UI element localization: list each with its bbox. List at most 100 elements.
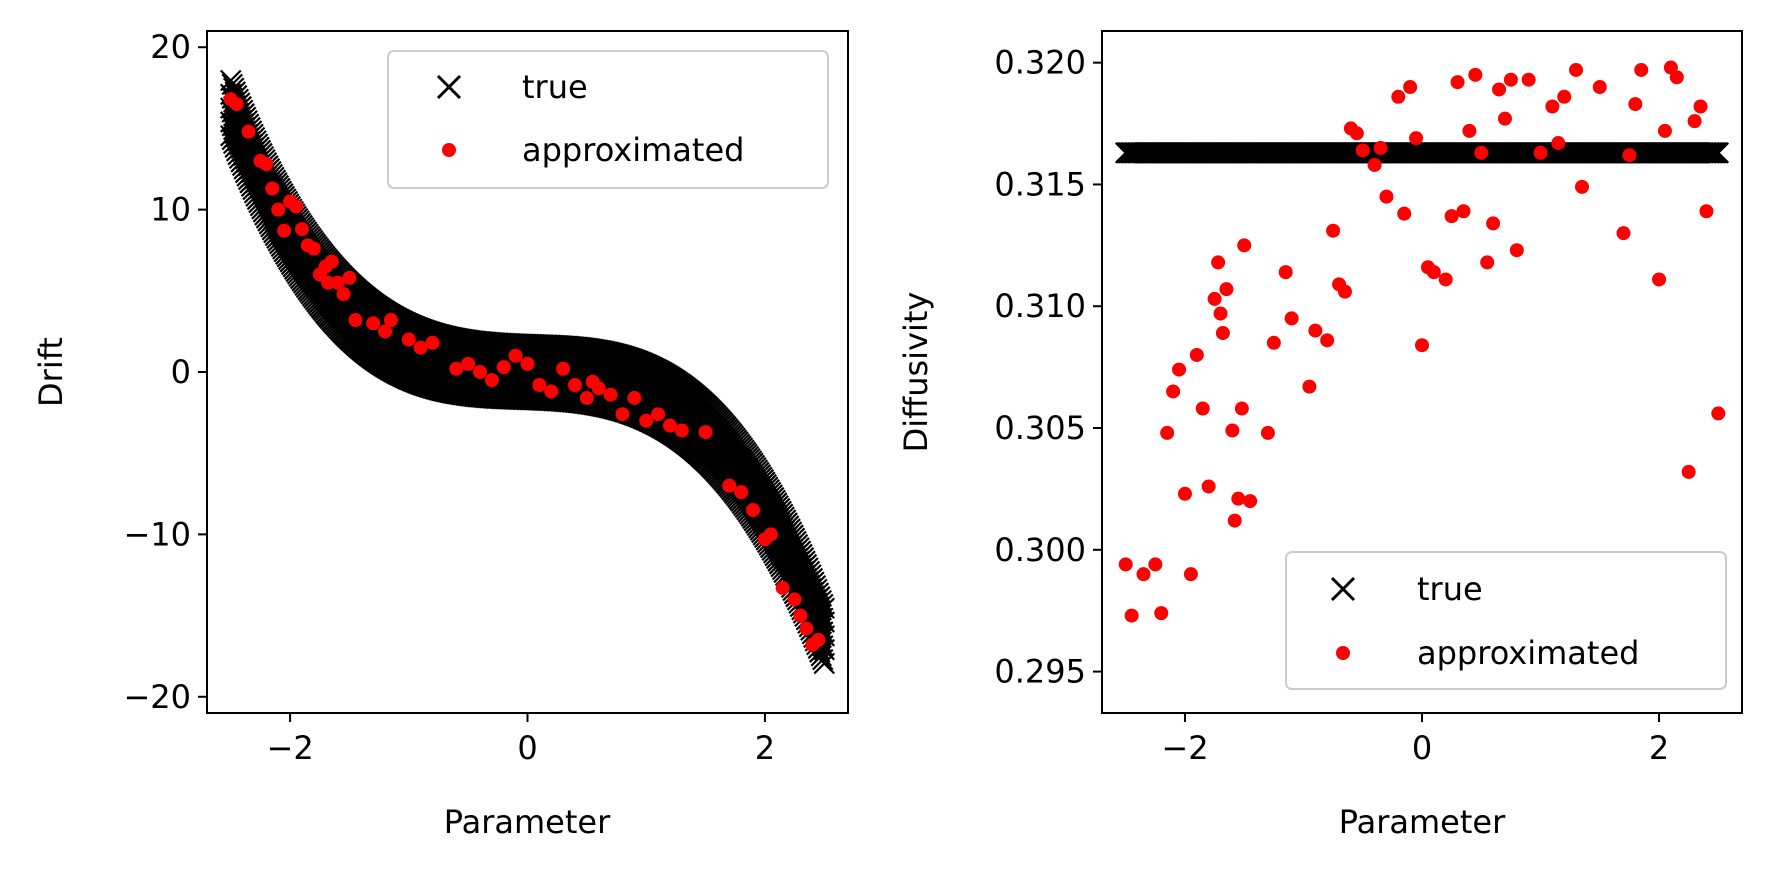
- diffusivity-approximated-point: [1438, 272, 1453, 287]
- diffusivity-approximated-point: [1227, 513, 1242, 528]
- diffusivity-y-tick-label: 0.300: [994, 531, 1086, 569]
- diffusivity-approximated-point: [1557, 89, 1572, 104]
- drift-x-tick-label: −2: [267, 729, 314, 767]
- drift-approximated-point: [591, 381, 606, 396]
- drift-approximated-point: [532, 377, 547, 392]
- diffusivity-approximated-point: [1628, 97, 1643, 112]
- diffusivity-approximated-point: [1397, 206, 1412, 221]
- drift-approximated-point: [698, 425, 713, 440]
- diffusivity-approximated-point: [1426, 265, 1441, 280]
- drift-approximated-point: [473, 365, 488, 379]
- diffusivity-legend-approximated-marker: [1336, 646, 1350, 660]
- drift-approximated-point: [520, 356, 535, 371]
- diffusivity-approximated-point: [1260, 425, 1275, 440]
- drift-approximated-point: [734, 485, 749, 500]
- diffusivity-legend-approximated-label: approximated: [1417, 634, 1639, 672]
- drift-approximated-point: [306, 241, 321, 256]
- diffusivity-approximated-point: [1219, 282, 1234, 297]
- diffusivity-approximated-point: [1201, 479, 1216, 494]
- diffusivity-approximated-point: [1497, 111, 1512, 126]
- drift-approximated-point: [508, 348, 523, 363]
- drift-approximated-point: [348, 313, 363, 328]
- drift-y-tick-label: 20: [150, 28, 191, 66]
- diffusivity-approximated-point: [1234, 401, 1249, 416]
- diffusivity-approximated-point: [1474, 145, 1489, 160]
- diffusivity-approximated-point: [1379, 189, 1394, 204]
- diffusivity-approximated-point: [1166, 384, 1181, 399]
- drift-x-tick-label: 2: [755, 729, 775, 767]
- drift-approximated-point: [401, 332, 416, 347]
- diffusivity-approximated-point: [1634, 62, 1649, 77]
- drift-true-marker: [219, 69, 242, 92]
- diffusivity-approximated-point: [1337, 284, 1352, 299]
- drift-approximated-point: [461, 356, 476, 371]
- drift-approximated-point: [383, 313, 398, 328]
- diffusivity-x-tick-label: 2: [1649, 729, 1669, 767]
- drift-approximated-point: [425, 335, 440, 350]
- diffusivity-approximated-point: [1326, 223, 1341, 238]
- drift-approximated-point: [259, 157, 274, 172]
- drift-x-axis-label: Parameter: [444, 803, 611, 841]
- drift-y-tick-label: 0: [171, 353, 191, 391]
- diffusivity-approximated-point: [1592, 80, 1607, 95]
- drift-approximated-point: [763, 527, 778, 542]
- drift-approximated-point: [651, 407, 666, 422]
- drift-approximated-point: [615, 407, 630, 422]
- diffusivity-approximated-point: [1118, 557, 1133, 572]
- diffusivity-approximated-point: [1172, 362, 1187, 377]
- diffusivity-legend: true approximated: [1285, 551, 1727, 690]
- diffusivity-approximated-point: [1403, 80, 1418, 95]
- diffusivity-approximated-point: [1349, 126, 1364, 141]
- drift-approximated-point: [271, 202, 286, 217]
- drift-approximated-point: [484, 373, 499, 388]
- diffusivity-approximated-point: [1409, 131, 1424, 146]
- diffusivity-approximated-point: [1124, 608, 1139, 623]
- diffusivity-approximated-point: [1231, 491, 1246, 506]
- diffusivity-approximated-point: [1237, 238, 1252, 253]
- drift-true-marker: [221, 73, 244, 96]
- drift-approximated-point: [336, 287, 351, 302]
- diffusivity-approximated-point: [1533, 145, 1548, 160]
- drift-approximated-point: [277, 223, 292, 238]
- diffusivity-approximated-point: [1148, 557, 1163, 572]
- diffusivity-approximated-point: [1456, 204, 1471, 219]
- drift-legend-approximated-label: approximated: [522, 131, 744, 169]
- diffusivity-approximated-point: [1450, 75, 1465, 90]
- drift-legend: true approximated: [387, 50, 829, 189]
- drift-approximated-point: [342, 270, 357, 285]
- diffusivity-approximated-point: [1711, 406, 1726, 421]
- diffusivity-approximated-point: [1669, 70, 1684, 85]
- diffusivity-x-tick-label: −2: [1161, 729, 1208, 767]
- drift-approximated-point: [674, 423, 689, 438]
- drift-y-tick-label: 10: [150, 191, 191, 229]
- drift-x-tick-label: 0: [517, 729, 537, 767]
- diffusivity-approximated-point: [1699, 204, 1714, 219]
- diffusivity-approximated-point: [1367, 157, 1382, 172]
- drift-approximated-point: [793, 608, 808, 623]
- drift-approximated-point: [811, 632, 826, 647]
- diffusivity-approximated-point: [1480, 255, 1495, 270]
- diffusivity-approximated-point: [1302, 379, 1317, 394]
- diffusivity-y-tick-label: 0.315: [994, 165, 1086, 203]
- diffusivity-approximated-point: [1468, 67, 1483, 82]
- diffusivity-approximated-point: [1160, 425, 1175, 440]
- drift-approximated-point: [241, 124, 256, 139]
- diffusivity-approximated-point: [1569, 62, 1584, 77]
- diffusivity-approximated-point: [1486, 216, 1501, 231]
- diffusivity-approximated-point: [1391, 89, 1406, 104]
- drift-approximated-point: [324, 254, 339, 269]
- diffusivity-y-tick-label: 0.310: [994, 287, 1086, 325]
- drift-approximated-point: [627, 390, 642, 405]
- diffusivity-approximated-point: [1213, 306, 1228, 321]
- diffusivity-approximated-point: [1308, 323, 1323, 338]
- diffusivity-approximated-point: [1373, 140, 1388, 155]
- drift-approximated-point: [775, 580, 790, 595]
- diffusivity-approximated-point: [1266, 335, 1281, 350]
- drift-approximated-point: [496, 360, 511, 375]
- drift-approximated-point: [366, 316, 381, 331]
- diffusivity-approximated-point: [1545, 99, 1560, 114]
- drift-plot-area: [219, 69, 836, 675]
- drift-y-tick-label: −20: [123, 678, 191, 716]
- drift-y-axis-label: Drift: [32, 337, 70, 407]
- diffusivity-approximated-point: [1215, 326, 1230, 341]
